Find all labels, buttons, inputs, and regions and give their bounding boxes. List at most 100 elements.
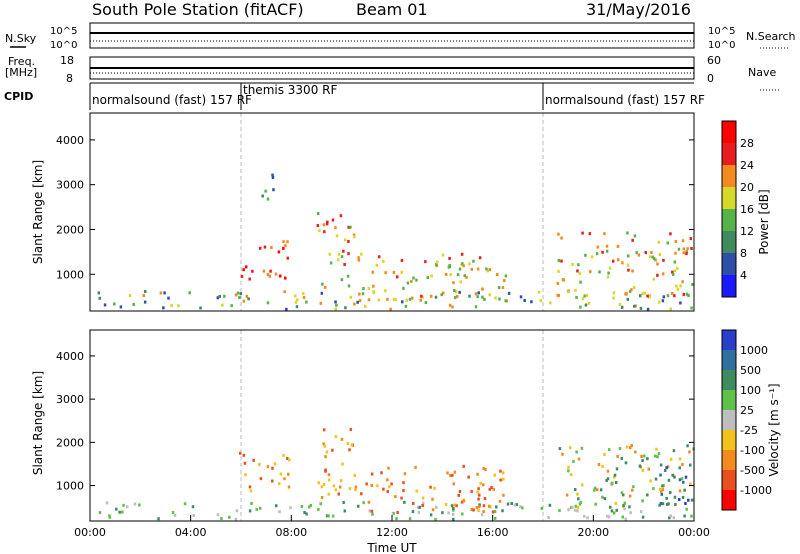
echo-cell (392, 297, 396, 301)
echo-cell (507, 291, 511, 295)
echo-cell (463, 274, 466, 278)
echo-cell (255, 507, 258, 511)
echo-cell (384, 271, 387, 275)
echo-cell (424, 260, 427, 264)
echo-cell (122, 503, 125, 507)
echo-cell (326, 220, 329, 224)
echo-cell (506, 502, 510, 506)
echo-cell (669, 457, 673, 461)
echo-cell (690, 306, 693, 310)
echo-cell (426, 276, 430, 280)
echo-cell (367, 298, 371, 302)
echo-cell (279, 472, 283, 476)
echo-cell (138, 503, 141, 507)
echo-cell (270, 479, 274, 483)
echo-cell (342, 500, 345, 504)
echo-cell (483, 297, 486, 301)
echo-cell (454, 296, 457, 300)
echo-cell (548, 503, 552, 507)
echo-cell (447, 265, 451, 269)
echo-cell (337, 492, 340, 496)
power-echo-cells (97, 113, 694, 311)
echo-cell (412, 276, 415, 280)
echo-cell (244, 473, 247, 477)
echo-cell (547, 516, 550, 520)
echo-cell (319, 502, 322, 506)
echo-cell (402, 286, 405, 290)
echo-cell (452, 506, 455, 510)
colorbar-swatch (722, 330, 736, 350)
velocity-echo-cells (98, 330, 695, 521)
colorbar-tick-label: 25 (740, 404, 754, 417)
echo-cell (268, 274, 272, 278)
echo-cell (230, 304, 233, 308)
echo-cell (455, 504, 458, 508)
power-frame (89, 112, 695, 312)
echo-cell (396, 275, 399, 279)
echo-cell (142, 294, 145, 298)
echo-cell (334, 226, 337, 230)
echo-cell (674, 251, 677, 255)
echo-cell (446, 471, 449, 475)
colorbar-swatch (722, 490, 736, 510)
echo-cell (429, 294, 433, 298)
echo-cell (286, 456, 289, 460)
echo-cell (262, 269, 266, 273)
echo-cell (605, 478, 608, 482)
echo-cell (410, 279, 413, 283)
echo-cell (421, 501, 425, 505)
echo-cell (578, 272, 581, 276)
echo-cell (271, 173, 274, 177)
echo-cell (620, 305, 624, 309)
echo-cell (401, 300, 404, 304)
echo-cell (451, 473, 454, 477)
echo-cell (686, 247, 689, 251)
echo-cell (488, 487, 492, 491)
echo-cell (236, 291, 240, 295)
echo-cell (690, 498, 694, 502)
echo-cell (347, 239, 350, 243)
echo-cell (623, 501, 627, 505)
echo-cell (408, 517, 412, 521)
echo-cell (646, 294, 649, 298)
colorbar-tick-label: 500 (740, 364, 761, 377)
echo-cell (667, 478, 671, 482)
echo-cell (662, 295, 666, 299)
echo-cell (375, 263, 379, 267)
echo-cell (641, 499, 644, 503)
echo-cell (610, 481, 614, 485)
echo-cell (631, 269, 634, 273)
echo-cell (266, 465, 270, 469)
echo-cell (621, 261, 624, 265)
colorbar-tick-label: 24 (740, 159, 754, 172)
echo-cell (244, 265, 248, 269)
echo-cell (660, 489, 663, 493)
echo-cell (368, 509, 371, 513)
echo-cell (493, 510, 497, 514)
echo-cell (361, 292, 365, 296)
echo-cell (421, 496, 425, 500)
echo-cell (627, 268, 630, 272)
echo-cell (687, 294, 690, 298)
echo-cell (608, 505, 612, 509)
colorbar-frame (721, 120, 737, 298)
echo-cell (575, 450, 578, 454)
echo-cell (605, 244, 609, 248)
echo-cell (284, 244, 287, 248)
echo-cell (478, 493, 481, 497)
echo-cell (656, 262, 659, 266)
echo-cell (618, 303, 622, 307)
x-axis: 00:00 04:00 08:00 12:00 16:00 20:00 00:00 (74, 515, 710, 539)
echo-cell (652, 277, 656, 281)
echo-cell (595, 252, 599, 256)
echo-cell (492, 487, 496, 491)
echo-cell (402, 489, 405, 493)
echo-cell (616, 454, 619, 458)
echo-cell (478, 505, 481, 509)
echo-cell (641, 468, 645, 472)
echo-cell (357, 256, 360, 260)
echo-cell (430, 274, 433, 278)
echo-cell (199, 306, 202, 310)
echo-cell (567, 290, 570, 294)
echo-cell (238, 296, 241, 300)
